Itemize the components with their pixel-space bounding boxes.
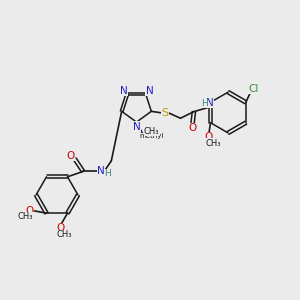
Text: N: N <box>97 167 105 176</box>
Text: CH₃: CH₃ <box>144 127 159 136</box>
Text: O: O <box>205 132 213 142</box>
Text: N: N <box>133 122 140 132</box>
Text: N: N <box>146 86 153 96</box>
Text: methyl: methyl <box>139 133 164 139</box>
Text: N: N <box>120 86 127 96</box>
Text: Cl: Cl <box>248 84 259 94</box>
Text: CH₃: CH₃ <box>57 230 72 239</box>
Text: CH₃: CH₃ <box>18 212 33 221</box>
Text: H: H <box>201 99 208 108</box>
Text: O: O <box>188 123 196 133</box>
Text: N: N <box>206 98 213 108</box>
Text: CH₃: CH₃ <box>206 139 221 148</box>
Text: O: O <box>26 206 34 216</box>
Text: O: O <box>57 224 65 233</box>
Text: S: S <box>161 108 168 118</box>
Text: O: O <box>67 151 75 161</box>
Text: H: H <box>104 169 111 178</box>
